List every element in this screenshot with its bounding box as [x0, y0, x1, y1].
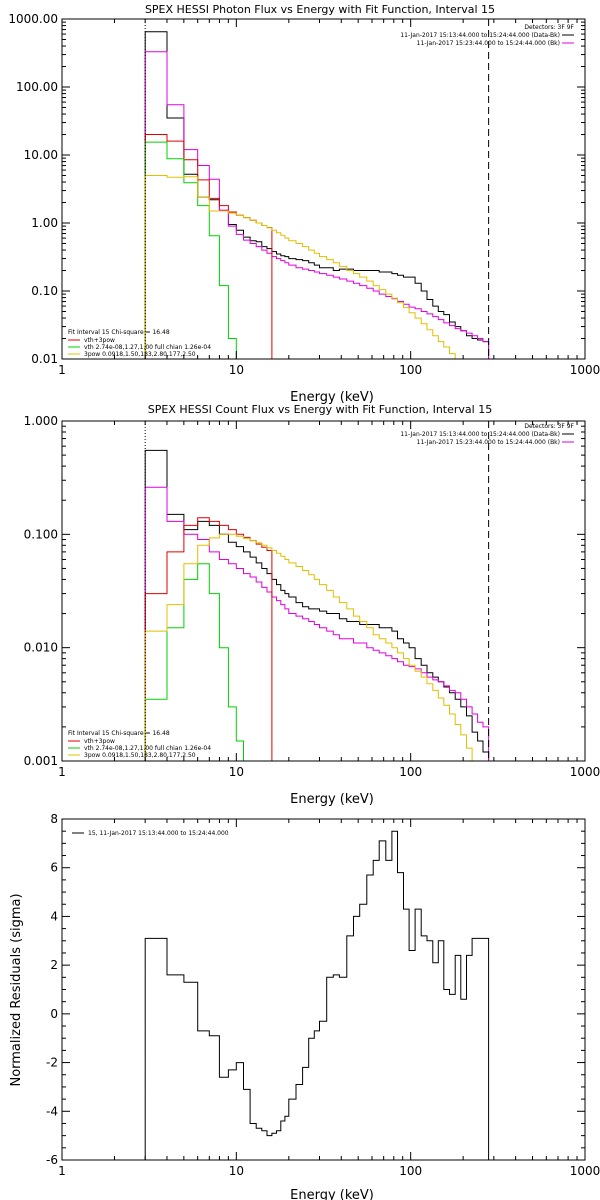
y-tick-label: 0.10 — [31, 284, 58, 298]
photon-flux-title: SPEX HESSI Photon Flux vs Energy with Fi… — [145, 3, 495, 16]
count-flux-panel: SPEX HESSI Count Flux vs Energy with Fit… — [24, 403, 600, 807]
series-line-4 — [144, 175, 462, 359]
photon-flux-fit-legend: Fit Interval 15 Chi-square = 16.48 vth+3… — [68, 329, 211, 358]
y-tick-label: 10.00 — [24, 148, 58, 162]
x-tick-label: 10 — [229, 363, 244, 377]
data-interval-label: 11-Jan-2017 15:13:44.000 to 15:24:44.000… — [400, 32, 560, 39]
x-tick-label: 100 — [399, 765, 422, 779]
data-interval-label: 11-Jan-2017 15:13:44.000 to 15:24:44.000… — [400, 431, 560, 438]
fit-legend-3pow: 3pow 0.0918,1.50,183,2.80,177,2.50 — [84, 351, 196, 358]
residuals-legend: 15, 11-Jan-2017 15:13:44.000 to 15:24:44… — [88, 830, 229, 837]
count-flux-xlabel: Energy (keV) — [290, 792, 374, 807]
series-line-0 — [144, 449, 490, 761]
fit-legend-vth: vth 2.74e-08,1.27,1.00 full chian 1.26e-… — [84, 344, 211, 351]
series-line-3 — [144, 141, 237, 359]
count-flux-title: SPEX HESSI Count Flux vs Energy with Fit… — [148, 403, 492, 416]
fit-legend-vth: vth 2.74e-08,1.27,1.00 full chian 1.26e-… — [84, 745, 211, 752]
y-tick-label: 1000.00 — [8, 12, 58, 26]
photon-flux-info: Detectors: 3F 9F 11-Jan-2017 15:13:44.00… — [400, 24, 574, 47]
count-flux-series — [144, 421, 490, 761]
detectors-label: Detectors: 3F 9F — [524, 24, 574, 31]
y-tick-label: 4 — [50, 909, 58, 923]
y-tick-label: -6 — [46, 1153, 58, 1167]
x-tick-label: 1 — [58, 1164, 66, 1178]
x-tick-label: 1000 — [570, 765, 600, 779]
residuals-axes: 1 10 100 1000 -6 -4 -2 0 2 4 6 8 — [46, 812, 600, 1178]
y-tick-label: -4 — [46, 1104, 58, 1118]
count-flux-info: Detectors: 3F 9F 11-Jan-2017 15:13:44.00… — [400, 423, 574, 446]
series-line-1 — [144, 51, 490, 359]
y-tick-label: 100.00 — [16, 80, 58, 94]
series-line-0 — [144, 31, 490, 359]
background-interval-label: 11-Jan-2017 15:23:44.000 to 15:24:44.000… — [417, 40, 560, 47]
fit-header: Fit Interval 15 Chi-square = 16.48 — [68, 329, 170, 336]
y-tick-label: 1.00 — [31, 216, 58, 230]
residuals-ylabel: Normalized Residuals (sigma) — [9, 893, 24, 1086]
photon-flux-xlabel: Energy (keV) — [290, 390, 374, 405]
x-tick-label: 100 — [399, 1164, 422, 1178]
y-tick-label: 2 — [50, 958, 58, 972]
x-tick-label: 1 — [58, 363, 66, 377]
x-tick-label: 10 — [229, 1164, 244, 1178]
residuals-panel: 1 10 100 1000 -6 -4 -2 0 2 4 6 8 15, 11-Jan-2017 15… — [9, 812, 600, 1200]
y-tick-label: 0 — [50, 1007, 58, 1021]
photon-flux-axes: 1 10 100 1000 0.01 0.10 1.00 10.00 100.00 1000.00 — [8, 12, 600, 377]
series-line-3 — [144, 563, 244, 761]
photon-flux-panel: SPEX HESSI Photon Flux vs Energy with Fi… — [8, 3, 600, 405]
detectors-label: Detectors: 3F 9F — [524, 423, 574, 430]
photon-flux-series — [144, 19, 490, 359]
fit-legend-total: vth+3pow — [84, 337, 115, 344]
y-tick-label: 1.000 — [24, 414, 58, 428]
residuals-xlabel: Energy (keV) — [290, 1188, 374, 1200]
x-tick-label: 1000 — [570, 363, 600, 377]
series-line-1 — [144, 486, 490, 761]
y-tick-label: -2 — [46, 1056, 58, 1070]
x-tick-label: 1 — [58, 765, 66, 779]
count-flux-fit-legend: Fit Interval 15 Chi-square = 16.48 vth+3… — [68, 730, 211, 759]
y-tick-label: 0.010 — [24, 641, 58, 655]
fit-legend-total: vth+3pow — [84, 738, 115, 745]
y-tick-label: 6 — [50, 861, 58, 875]
residuals-series — [144, 830, 490, 1160]
y-tick-label: 0.100 — [24, 527, 58, 541]
count-flux-axes: 1 10 100 1000 0.001 0.010 0.100 1.000 — [24, 414, 600, 779]
background-interval-label: 11-Jan-2017 15:23:44.000 to 15:24:44.000… — [417, 439, 560, 446]
y-tick-label: 8 — [50, 812, 58, 826]
x-tick-label: 10 — [229, 765, 244, 779]
series-line-4 — [144, 533, 479, 761]
fit-legend-3pow: 3pow 0.0918,1.50,183,2.80,177,2.50 — [84, 752, 196, 759]
y-tick-label: 0.01 — [31, 352, 58, 366]
x-tick-label: 100 — [399, 363, 422, 377]
plot-frame — [61, 18, 586, 360]
y-tick-label: 0.001 — [24, 754, 58, 768]
fit-header: Fit Interval 15 Chi-square = 16.48 — [68, 730, 170, 737]
plot-frame — [61, 420, 586, 762]
x-tick-label: 1000 — [570, 1164, 600, 1178]
series-line-0 — [144, 830, 490, 1160]
